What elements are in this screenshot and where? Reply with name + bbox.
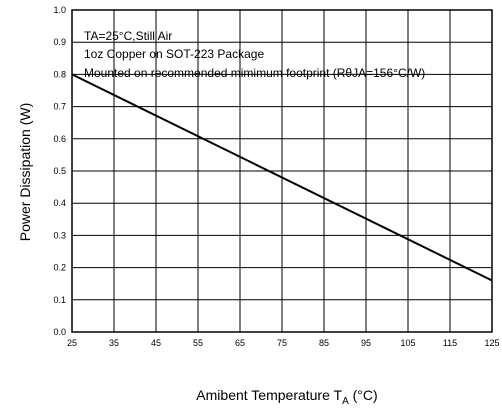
x-axis-label: Amibent Temperature TA (°C) bbox=[196, 387, 377, 407]
x-tick-label: 95 bbox=[361, 338, 371, 348]
x-tick-label: 105 bbox=[400, 338, 415, 348]
annotation-line-2: 1oz Copper on SOT-223 Package bbox=[84, 47, 264, 61]
x-tick-labels: 25 35 45 55 65 75 85 95 105 115 125 bbox=[67, 338, 500, 348]
annotation-line-1: TA=25°C,Still Air bbox=[84, 29, 172, 43]
y-tick-label: 0.3 bbox=[53, 230, 66, 240]
x-tick-label: 125 bbox=[484, 338, 499, 348]
y-tick-label: 0.2 bbox=[53, 263, 66, 273]
x-axis-label-unit: (°C) bbox=[349, 387, 378, 403]
y-axis-label: Power Dissipation (W) bbox=[17, 103, 33, 241]
x-axis-label-subscript: A bbox=[342, 396, 349, 407]
x-tick-label: 25 bbox=[67, 338, 77, 348]
x-tick-label: 85 bbox=[319, 338, 329, 348]
y-tick-label: 1.0 bbox=[53, 5, 66, 15]
y-tick-label: 0.1 bbox=[53, 295, 66, 305]
x-tick-label: 75 bbox=[277, 338, 287, 348]
x-tick-label: 45 bbox=[151, 338, 161, 348]
x-tick-label: 35 bbox=[109, 338, 119, 348]
annotation-line-3: Mounted on recommended mimimum footprint… bbox=[84, 66, 425, 80]
y-tick-label: 0.0 bbox=[53, 327, 66, 337]
x-axis-label-main: Amibent Temperature T bbox=[196, 387, 342, 403]
x-tick-label: 115 bbox=[443, 338, 457, 348]
derating-line bbox=[71, 73, 493, 282]
y-tick-label: 0.6 bbox=[53, 134, 66, 144]
y-tick-label: 0.9 bbox=[53, 37, 66, 47]
plot-frame bbox=[71, 9, 493, 333]
x-tick-label: 65 bbox=[235, 338, 245, 348]
y-tick-label: 0.4 bbox=[53, 198, 66, 208]
y-tick-label: 0.7 bbox=[53, 102, 66, 112]
y-tick-labels: 0.0 0.1 0.2 0.3 0.4 0.5 0.6 0.7 0.8 0.9 1.0 bbox=[53, 5, 66, 337]
y-tick-label: 0.8 bbox=[53, 69, 66, 79]
x-tick-label: 55 bbox=[193, 338, 203, 348]
y-tick-label: 0.5 bbox=[53, 166, 66, 176]
series-group bbox=[71, 73, 493, 282]
annotation-box: TA=25°C,Still Air 1oz Copper on SOT-223 … bbox=[84, 29, 425, 80]
